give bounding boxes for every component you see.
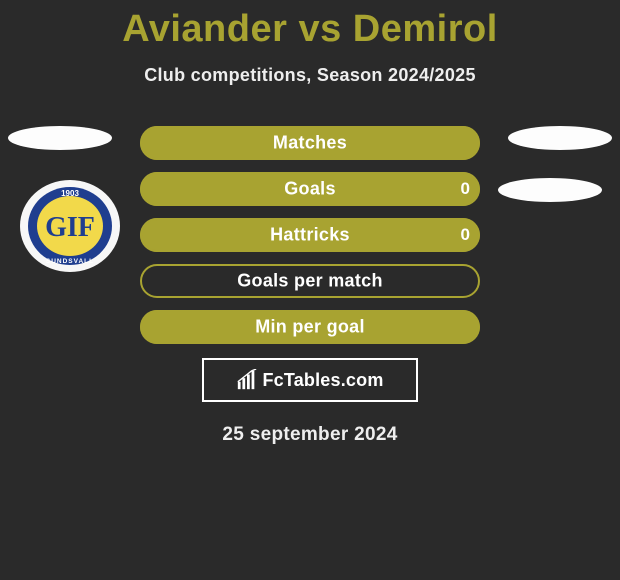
logo-letters: GIF [45, 212, 95, 243]
bar-outline [140, 172, 480, 206]
ellipse-mid-right [498, 178, 602, 202]
bar-row: Goals0 [140, 172, 480, 206]
logo-year: 1903 [61, 189, 79, 198]
ellipse-top-left [8, 126, 112, 150]
chart-area: 1903 SUNDSVALL GIF Matches Goals0 Hattrick… [0, 126, 620, 344]
logo-city: SUNDSVALL [46, 258, 94, 265]
club-logo-svg: 1903 SUNDSVALL GIF [20, 180, 120, 272]
club-logo: 1903 SUNDSVALL GIF [20, 180, 120, 272]
bar-outline [140, 218, 480, 252]
bars-container: Matches Goals0 Hattricks0 Goals per match Mi… [140, 126, 480, 344]
brand-box: FcTables.com [202, 358, 418, 402]
bar-row: Min per goal [140, 310, 480, 344]
ellipse-top-right [508, 126, 612, 150]
bar-outline [140, 126, 480, 160]
date-text: 25 september 2024 [0, 424, 620, 446]
bar-value: 0 [461, 179, 470, 199]
bar-outline [140, 264, 480, 298]
bar-outline [140, 310, 480, 344]
subtitle: Club competitions, Season 2024/2025 [0, 65, 620, 86]
bar-row: Goals per match [140, 264, 480, 298]
brand-text: FcTables.com [262, 370, 383, 391]
bar-row: Hattricks0 [140, 218, 480, 252]
bar-row: Matches [140, 126, 480, 160]
page-title: Aviander vs Demirol [0, 0, 620, 51]
brand-bars-icon [236, 369, 258, 391]
bar-value: 0 [461, 225, 470, 245]
